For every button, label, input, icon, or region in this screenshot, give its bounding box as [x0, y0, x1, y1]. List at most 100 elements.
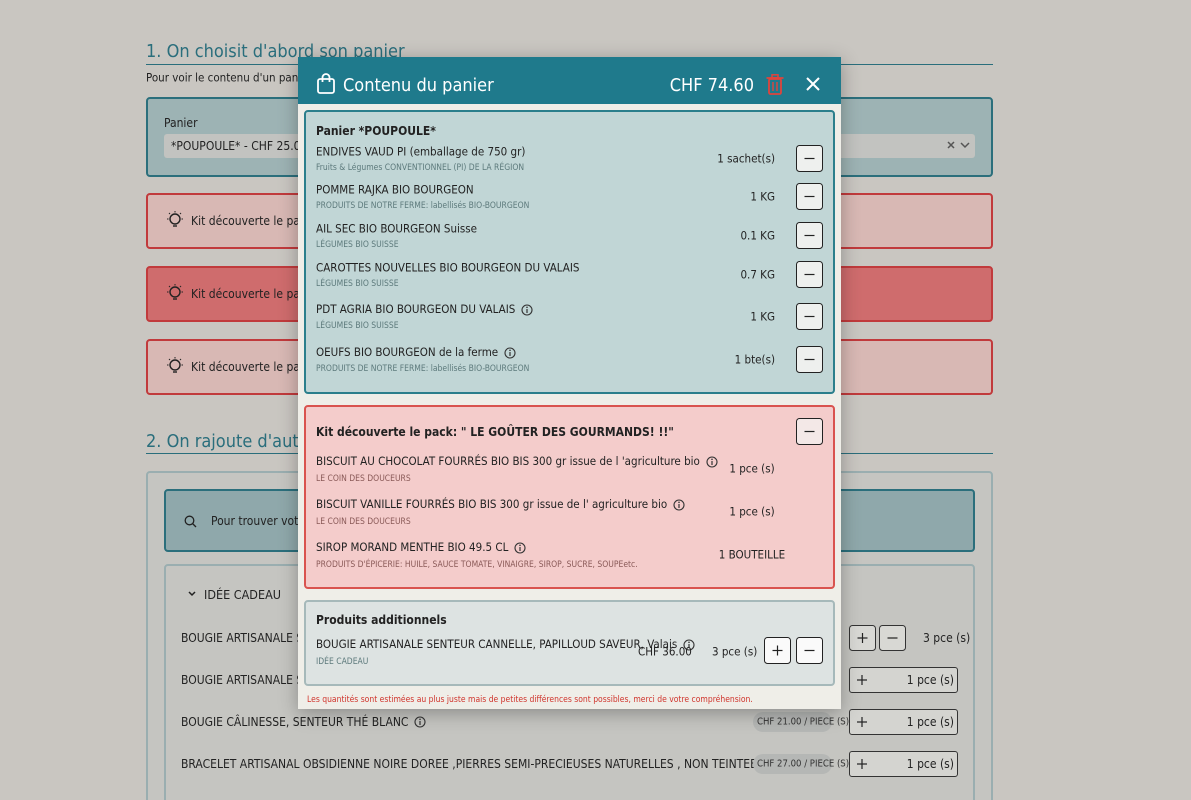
item-origin: PRODUITS D'ÉPICERIE: HUILE, SAUCE TOMATE… [316, 559, 638, 570]
item-name-row: BISCUIT VANILLE FOURRÉS BIO BIS 300 gr i… [316, 499, 685, 511]
minus-button[interactable] [796, 261, 823, 288]
minus-button[interactable] [796, 222, 823, 249]
minus-button[interactable] [796, 637, 823, 664]
plus-icon [856, 758, 868, 770]
item-name: OEUFS BIO BOURGEON de la ferme [316, 345, 499, 360]
item-name-row: SIROP MORAND MENTHE BIO 49.5 CL [316, 542, 526, 554]
field-label: Panier [164, 116, 198, 130]
item-qty: 1 bte(s) [734, 352, 775, 367]
item-qty: 1 sachet(s) [717, 151, 775, 166]
qty-control[interactable] [849, 709, 958, 735]
item-origin: LÉGUMES BIO SUISSE [316, 320, 399, 331]
section-text: Pour voir le contenu d'un panier, il fau… [146, 70, 349, 85]
minus-button[interactable] [796, 183, 823, 210]
section-heading: Panier *POUPOULE* [316, 124, 436, 138]
item-qty: 0.1 KG [740, 228, 775, 243]
section-title: 1. On choisit d'abord son panier [146, 41, 405, 62]
price-badge [753, 754, 832, 774]
info-icon [673, 499, 685, 511]
item-name-row: AIL SEC BIO BOURGEON Suisse [316, 223, 477, 235]
product-qty: 1 pce (s) [906, 757, 954, 771]
item-name-row: BISCUIT AU CHOCOLAT FOURRÉS BIO BIS 300 … [316, 456, 718, 468]
section-heading: Produits additionnels [316, 613, 447, 627]
qty-control[interactable] [849, 667, 958, 693]
product-price: CHF 27.00 / PIECE (S) [757, 758, 850, 770]
category-title: IDÉE CADEAU [204, 586, 281, 602]
product-qty: 1 pce (s) [906, 673, 954, 687]
minus-button[interactable] [796, 418, 823, 445]
item-qty: 1 KG [750, 309, 775, 324]
disclaimer: Les quantités sont estimées au plus just… [307, 694, 753, 705]
info-icon [414, 716, 426, 728]
product-name-row: BOUGIE CÂLINESSE, SENTEUR THÉ BLANC [181, 716, 426, 728]
modal-header [298, 57, 841, 104]
select-value: *POUPOULE* - CHF 25.00 [171, 139, 308, 153]
plus-icon [856, 674, 868, 686]
section-title: 2. On rajoute d'autres pr [146, 431, 346, 452]
item-qty: 1 pce (s) [729, 504, 775, 519]
item-name: POMME RAJKA BIO BOURGEON [316, 182, 474, 197]
item-origin: LÉGUMES BIO SUISSE [316, 239, 399, 250]
close-button[interactable] [806, 77, 820, 91]
qty-control[interactable] [849, 751, 958, 777]
item-name: AIL SEC BIO BOURGEON Suisse [316, 221, 478, 236]
product-price: CHF 21.00 / PIECE (S) [757, 716, 850, 728]
item-origin: Fruits & Légumes CONVENTIONNEL (PI) DE L… [316, 162, 525, 173]
item-origin: IDÉE CADEAU [316, 656, 369, 667]
bulb-icon [166, 357, 184, 377]
item-origin: PRODUITS DE NOTRE FERME: labellisés BIO-… [316, 200, 530, 211]
item-origin: LE COIN DES DOUCEURS [316, 516, 411, 527]
item-qty: 1 BOUTEILLE [718, 547, 786, 562]
product-name: BRACELET ARTISANAL OBSIDIENNE NOIRE DORE… [181, 757, 764, 771]
product-name-row: BRACELET ARTISANAL OBSIDIENNE NOIRE DORE… [181, 758, 782, 770]
item-qty: 3 pce (s) [712, 644, 758, 659]
item-qty: 1 KG [750, 189, 775, 204]
item-origin: LÉGUMES BIO SUISSE [316, 278, 399, 289]
info-icon [521, 304, 533, 316]
select-controls [945, 140, 973, 152]
info-icon [683, 639, 695, 651]
info-icon [706, 456, 718, 468]
item-name: PDT AGRIA BIO BOURGEON DU VALAIS [316, 302, 516, 317]
chevron-icon [187, 590, 197, 598]
item-name-row: BOUGIE ARTISANALE SENTEUR CANNELLE, PAPI… [316, 639, 695, 651]
bulb-icon [166, 211, 184, 231]
minus-button[interactable] [879, 625, 906, 651]
minus-button[interactable] [796, 145, 823, 172]
product-qty: 3 pce (s) [923, 631, 971, 645]
item-name: ENDIVES VAUD PI (emballage de 750 gr) [316, 144, 526, 159]
item-price: CHF 36.00 [638, 644, 692, 659]
modal-total: CHF 74.60 [669, 75, 754, 96]
product-name: BOUGIE CÂLINESSE, SENTEUR THÉ BLANC [181, 715, 409, 729]
plus-button[interactable] [764, 637, 791, 664]
item-origin: PRODUITS DE NOTRE FERME: labellisés BIO-… [316, 363, 530, 374]
kit-section [304, 405, 835, 589]
modal-title: Contenu du panier [343, 75, 494, 96]
item-name: BOUGIE ARTISANALE SENTEUR CANNELLE, PAPI… [316, 637, 678, 652]
item-origin: LE COIN DES DOUCEURS [316, 473, 411, 484]
search-icon [184, 515, 197, 528]
item-name: SIROP MORAND MENTHE BIO 49.5 CL [316, 540, 509, 555]
section-heading: Kit découverte le pack: " LE GOÛTER DES … [316, 425, 674, 439]
info-icon [514, 542, 526, 554]
item-name: BISCUIT AU CHOCOLAT FOURRÉS BIO BIS 300 … [316, 454, 700, 469]
plus-icon [856, 716, 868, 728]
info-icon [504, 347, 516, 359]
trash-button[interactable] [766, 74, 784, 95]
item-name: BISCUIT VANILLE FOURRÉS BIO BIS 300 gr i… [316, 497, 668, 512]
additional-section [304, 600, 835, 686]
minus-button[interactable] [796, 346, 823, 373]
minus-button[interactable] [796, 303, 823, 330]
item-name-row: CAROTTES NOUVELLES BIO BOURGEON DU VALAI… [316, 262, 580, 274]
item-qty: 0.7 KG [740, 267, 775, 282]
item-name-row: POMME RAJKA BIO BOURGEON [316, 184, 474, 196]
item-name-row: OEUFS BIO BOURGEON de la ferme [316, 347, 516, 359]
item-qty: 1 pce (s) [729, 461, 775, 476]
item-name-row: ENDIVES VAUD PI (emballage de 750 gr) [316, 146, 525, 158]
item-name-row: PDT AGRIA BIO BOURGEON DU VALAIS [316, 304, 533, 316]
bulb-icon [166, 284, 184, 304]
plus-button[interactable] [849, 625, 876, 651]
bag-icon [317, 73, 335, 94]
product-qty: 1 pce (s) [906, 715, 954, 729]
